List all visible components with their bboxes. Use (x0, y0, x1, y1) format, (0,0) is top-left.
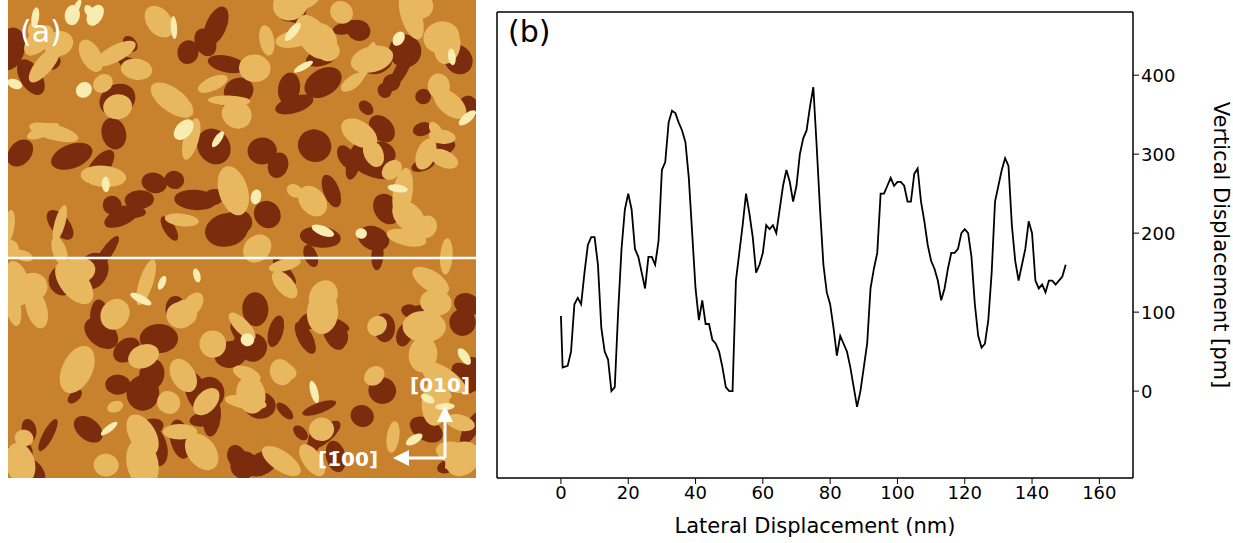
svg-text:20: 20 (617, 482, 640, 503)
svg-text:(a): (a) (20, 14, 62, 49)
svg-text:140: 140 (1015, 482, 1049, 503)
html-text:(b): (b) (508, 14, 551, 49)
svg-text:[1̄00]: [1̄00] (318, 447, 378, 471)
svg-text:0: 0 (555, 482, 566, 503)
svg-text:100: 100 (1141, 302, 1175, 323)
svg-text:[010]: [010] (410, 373, 470, 397)
svg-text:40: 40 (684, 482, 707, 503)
svg-text:Lateral Displacement (nm): Lateral Displacement (nm) (675, 514, 956, 538)
svg-text:80: 80 (819, 482, 842, 503)
svg-text:0: 0 (1141, 381, 1152, 402)
svg-text:100: 100 (880, 482, 914, 503)
svg-text:200: 200 (1141, 223, 1175, 244)
svg-text:160: 160 (1082, 482, 1116, 503)
svg-text:400: 400 (1141, 65, 1175, 86)
svg-text:300: 300 (1141, 144, 1175, 165)
svg-text:120: 120 (948, 482, 982, 503)
svg-text:60: 60 (751, 482, 774, 503)
svg-text:Vertical Displacement [pm]: Vertical Displacement [pm] (1209, 102, 1233, 389)
